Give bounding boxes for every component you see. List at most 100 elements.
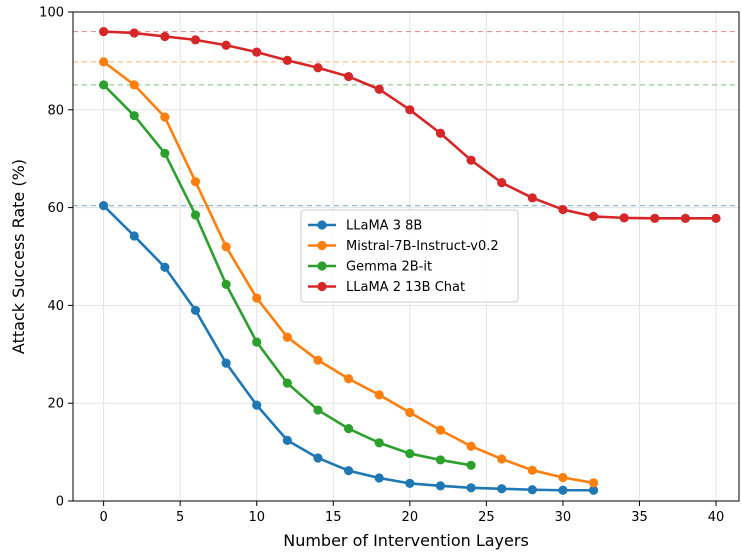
legend-label: LLaMA 2 13B Chat bbox=[346, 280, 465, 295]
x-tick-label: 40 bbox=[708, 510, 725, 525]
data-point bbox=[497, 484, 507, 494]
data-point bbox=[497, 178, 507, 188]
legend-entry: Gemma 2B-it bbox=[308, 260, 432, 275]
y-tick-label: 20 bbox=[47, 397, 64, 412]
data-point bbox=[313, 453, 323, 463]
data-point bbox=[435, 425, 446, 435]
x-tick-label: 20 bbox=[402, 510, 419, 525]
data-point bbox=[313, 405, 323, 415]
data-point bbox=[190, 210, 201, 220]
legend-marker bbox=[317, 240, 327, 251]
data-point bbox=[99, 26, 109, 37]
series-line-group bbox=[99, 201, 599, 495]
data-point bbox=[405, 448, 415, 459]
series-group bbox=[99, 26, 721, 495]
legend-marker bbox=[317, 261, 327, 271]
data-point bbox=[282, 435, 292, 445]
baseline-lines bbox=[73, 30, 739, 207]
plot-frame bbox=[72, 11, 740, 502]
legend-entry: LLaMA 3 8B bbox=[308, 219, 422, 234]
data-point bbox=[466, 460, 476, 470]
data-point bbox=[527, 465, 537, 475]
y-axis-ticks: 0 20 40 60 80 100 bbox=[39, 6, 73, 510]
data-point bbox=[129, 28, 139, 38]
x-axis-ticks: 0 5 10 15 20 25 30 35 40 bbox=[99, 501, 724, 525]
data-point bbox=[282, 55, 292, 66]
data-point bbox=[160, 112, 170, 122]
x-tick-label: 25 bbox=[478, 510, 495, 525]
data-point bbox=[527, 193, 537, 203]
data-point bbox=[680, 213, 691, 223]
data-point bbox=[588, 478, 599, 488]
x-tick-label: 35 bbox=[631, 510, 648, 525]
data-point bbox=[405, 105, 415, 115]
data-point bbox=[497, 454, 507, 464]
data-point bbox=[252, 47, 262, 57]
data-point bbox=[313, 63, 323, 73]
data-point bbox=[99, 201, 109, 211]
data-point bbox=[129, 111, 139, 121]
y-tick-label: 60 bbox=[47, 201, 64, 216]
data-point bbox=[190, 177, 201, 187]
data-point bbox=[160, 148, 170, 158]
data-point bbox=[190, 35, 201, 45]
data-point bbox=[221, 40, 231, 50]
data-point bbox=[374, 390, 384, 400]
data-point bbox=[129, 231, 139, 241]
data-point bbox=[252, 337, 262, 347]
data-point bbox=[466, 483, 476, 493]
legend-label: Gemma 2B-it bbox=[346, 260, 432, 275]
data-point bbox=[558, 204, 568, 215]
data-point bbox=[282, 378, 292, 388]
series-line-group bbox=[99, 80, 476, 470]
data-point bbox=[190, 305, 201, 315]
data-point bbox=[374, 438, 384, 448]
data-point bbox=[160, 31, 170, 42]
data-point bbox=[99, 80, 109, 90]
data-point bbox=[711, 213, 721, 223]
data-point bbox=[527, 485, 537, 495]
y-tick-label: 40 bbox=[47, 299, 64, 314]
y-tick-label: 100 bbox=[39, 6, 64, 21]
data-point bbox=[374, 84, 384, 94]
y-tick-label: 80 bbox=[47, 103, 64, 118]
data-point bbox=[558, 472, 568, 483]
data-point bbox=[650, 213, 660, 223]
data-point bbox=[343, 374, 354, 384]
x-tick-label: 0 bbox=[99, 510, 107, 525]
data-point bbox=[405, 407, 415, 418]
legend-label: Mistral-7B-Instruct-v0.2 bbox=[346, 239, 499, 254]
data-point bbox=[558, 485, 568, 495]
data-point bbox=[282, 332, 292, 342]
legend-label: LLaMA 3 8B bbox=[346, 219, 422, 234]
data-point bbox=[221, 242, 231, 252]
series-line-group bbox=[99, 26, 721, 223]
data-point bbox=[405, 478, 415, 488]
data-point bbox=[343, 466, 354, 476]
data-point bbox=[588, 211, 599, 222]
data-point bbox=[343, 424, 354, 434]
data-point bbox=[129, 80, 139, 90]
data-point bbox=[435, 128, 446, 138]
data-point bbox=[252, 293, 262, 303]
series-line-group bbox=[99, 57, 599, 488]
data-point bbox=[221, 358, 231, 368]
data-point bbox=[99, 57, 109, 67]
x-tick-label: 5 bbox=[176, 510, 184, 525]
legend-entry: Mistral-7B-Instruct-v0.2 bbox=[308, 239, 499, 254]
data-point bbox=[619, 213, 629, 223]
y-axis-label: Attack Success Rate (%) bbox=[9, 159, 28, 354]
data-point bbox=[160, 262, 170, 272]
data-point bbox=[374, 473, 384, 483]
data-point bbox=[588, 485, 599, 495]
legend-entry: LLaMA 2 13B Chat bbox=[308, 280, 465, 295]
x-tick-label: 15 bbox=[325, 510, 342, 525]
data-point bbox=[466, 155, 476, 165]
legend-marker bbox=[317, 220, 327, 230]
x-tick-label: 30 bbox=[555, 510, 572, 525]
x-axis-label: Number of Intervention Layers bbox=[283, 531, 529, 550]
data-point bbox=[343, 71, 354, 82]
legend: LLaMA 3 8B Mistral-7B-Instruct-v0.2 Gemma … bbox=[300, 209, 519, 303]
data-point bbox=[221, 279, 231, 289]
